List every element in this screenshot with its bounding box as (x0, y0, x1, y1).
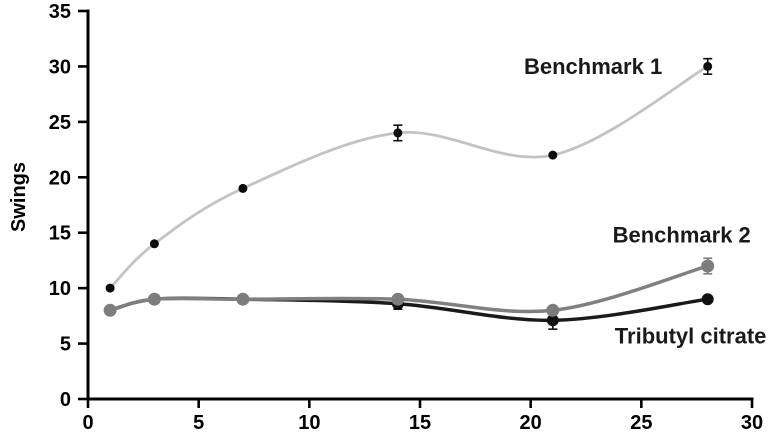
x-tick-label: 10 (298, 412, 320, 434)
x-tick-label: 15 (409, 412, 431, 434)
y-tick-label: 35 (49, 1, 71, 23)
y-tick-label: 25 (49, 112, 71, 134)
data-point-benchmark-1 (393, 128, 403, 138)
y-tick-label: 5 (60, 334, 71, 356)
data-point-benchmark-2 (236, 292, 250, 306)
data-point-benchmark-1 (105, 283, 115, 293)
series-label-benchmark-1: Benchmark 1 (524, 54, 662, 79)
x-tick-label: 5 (193, 412, 204, 434)
x-tick-label: 25 (630, 412, 652, 434)
data-point-benchmark-2 (701, 259, 715, 273)
y-tick-label: 15 (49, 223, 71, 245)
series-line-benchmark-1 (108, 65, 710, 290)
data-point-benchmark-2 (103, 303, 117, 317)
x-tick-label: 20 (520, 412, 542, 434)
y-axis-title: Swings (8, 162, 30, 232)
data-point-tributyl-citrate (701, 293, 714, 306)
data-point-benchmark-2 (147, 292, 161, 306)
series-label-benchmark-2: Benchmark 2 (613, 223, 751, 248)
y-tick-label: 30 (49, 56, 71, 78)
data-point-benchmark-2 (546, 303, 560, 317)
data-point-benchmark-1 (149, 239, 159, 249)
x-tick-label: 30 (741, 412, 763, 434)
data-point-benchmark-1 (703, 61, 713, 71)
y-tick-label: 10 (49, 278, 71, 300)
chart-root: 0 5 10 15 20 25 30 35 0 5 10 15 20 25 30 Tributyl citra… (49, 1, 767, 434)
y-tick-label: 0 (60, 389, 71, 411)
x-tick-label: 0 (82, 412, 93, 434)
data-point-benchmark-1 (238, 183, 248, 193)
data-point-benchmark-2 (391, 292, 405, 306)
data-point-benchmark-1 (548, 150, 558, 160)
series-label-tributyl-citrate: Tributyl citrate (615, 324, 767, 349)
y-tick-label: 20 (49, 167, 71, 189)
data-point-tributyl-citrate (546, 314, 559, 327)
